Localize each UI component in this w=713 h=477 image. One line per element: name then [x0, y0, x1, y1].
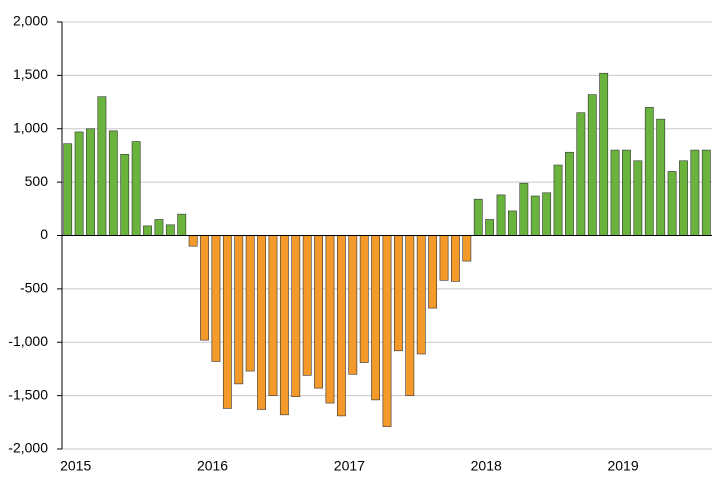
bar [622, 149, 631, 236]
bar [519, 182, 529, 236]
bar [587, 94, 597, 236]
bar [279, 235, 289, 416]
bar [257, 235, 266, 410]
bar [74, 131, 84, 236]
bar [633, 160, 643, 236]
bar [382, 235, 392, 427]
y-tick-label: 500 [25, 173, 49, 189]
bar [656, 118, 666, 236]
bar [428, 235, 438, 309]
bar [177, 213, 187, 236]
bar [63, 143, 73, 236]
bar [393, 235, 403, 352]
bar [462, 235, 472, 262]
bar [679, 160, 688, 236]
bar [451, 235, 460, 282]
bar [530, 195, 540, 236]
bar [371, 235, 381, 401]
bar [473, 198, 483, 236]
bar [245, 235, 255, 372]
bar [336, 235, 346, 417]
bar [211, 235, 221, 362]
bar [485, 219, 495, 236]
bar [599, 72, 609, 236]
bar [108, 130, 118, 236]
bar [405, 235, 415, 396]
bar [496, 194, 506, 236]
y-tick-label: -1,000 [8, 333, 48, 349]
bar [565, 151, 574, 236]
y-tick-label: -500 [20, 280, 48, 296]
bar [154, 219, 164, 236]
y-tick-label: 2,000 [13, 13, 48, 29]
bar [268, 235, 278, 396]
x-tick-label: 2019 [607, 458, 638, 474]
y-tick-label: -2,000 [8, 440, 48, 456]
bar [348, 235, 358, 375]
bar [439, 235, 449, 281]
x-tick-label: 2017 [334, 458, 365, 474]
x-tick-label: 2016 [197, 458, 228, 474]
bar [200, 235, 209, 341]
bar [143, 225, 152, 236]
bar [416, 235, 426, 355]
bar [165, 224, 175, 236]
bar [86, 128, 95, 236]
bar [508, 210, 517, 236]
bar [120, 154, 130, 236]
y-tick-label: 1,500 [13, 66, 48, 82]
bar [302, 235, 312, 376]
y-tick-label: 0 [40, 226, 48, 242]
y-tick-label: 1,000 [13, 119, 48, 135]
bar [234, 235, 244, 385]
bar [291, 235, 301, 397]
bar [188, 235, 198, 247]
bar [576, 112, 586, 236]
bar [97, 96, 107, 236]
x-tick-label: 2015 [60, 458, 91, 474]
x-tick-label: 2018 [471, 458, 502, 474]
bar [690, 149, 700, 236]
bar [701, 149, 711, 236]
bar [314, 235, 323, 389]
bar [542, 192, 552, 236]
bar [131, 141, 141, 236]
bar [325, 235, 335, 404]
bar [553, 164, 563, 236]
bar [359, 235, 369, 363]
bar [610, 149, 620, 236]
y-tick-label: -1,500 [8, 386, 48, 402]
bar [222, 235, 232, 409]
bar [667, 171, 677, 236]
bar [644, 107, 654, 236]
